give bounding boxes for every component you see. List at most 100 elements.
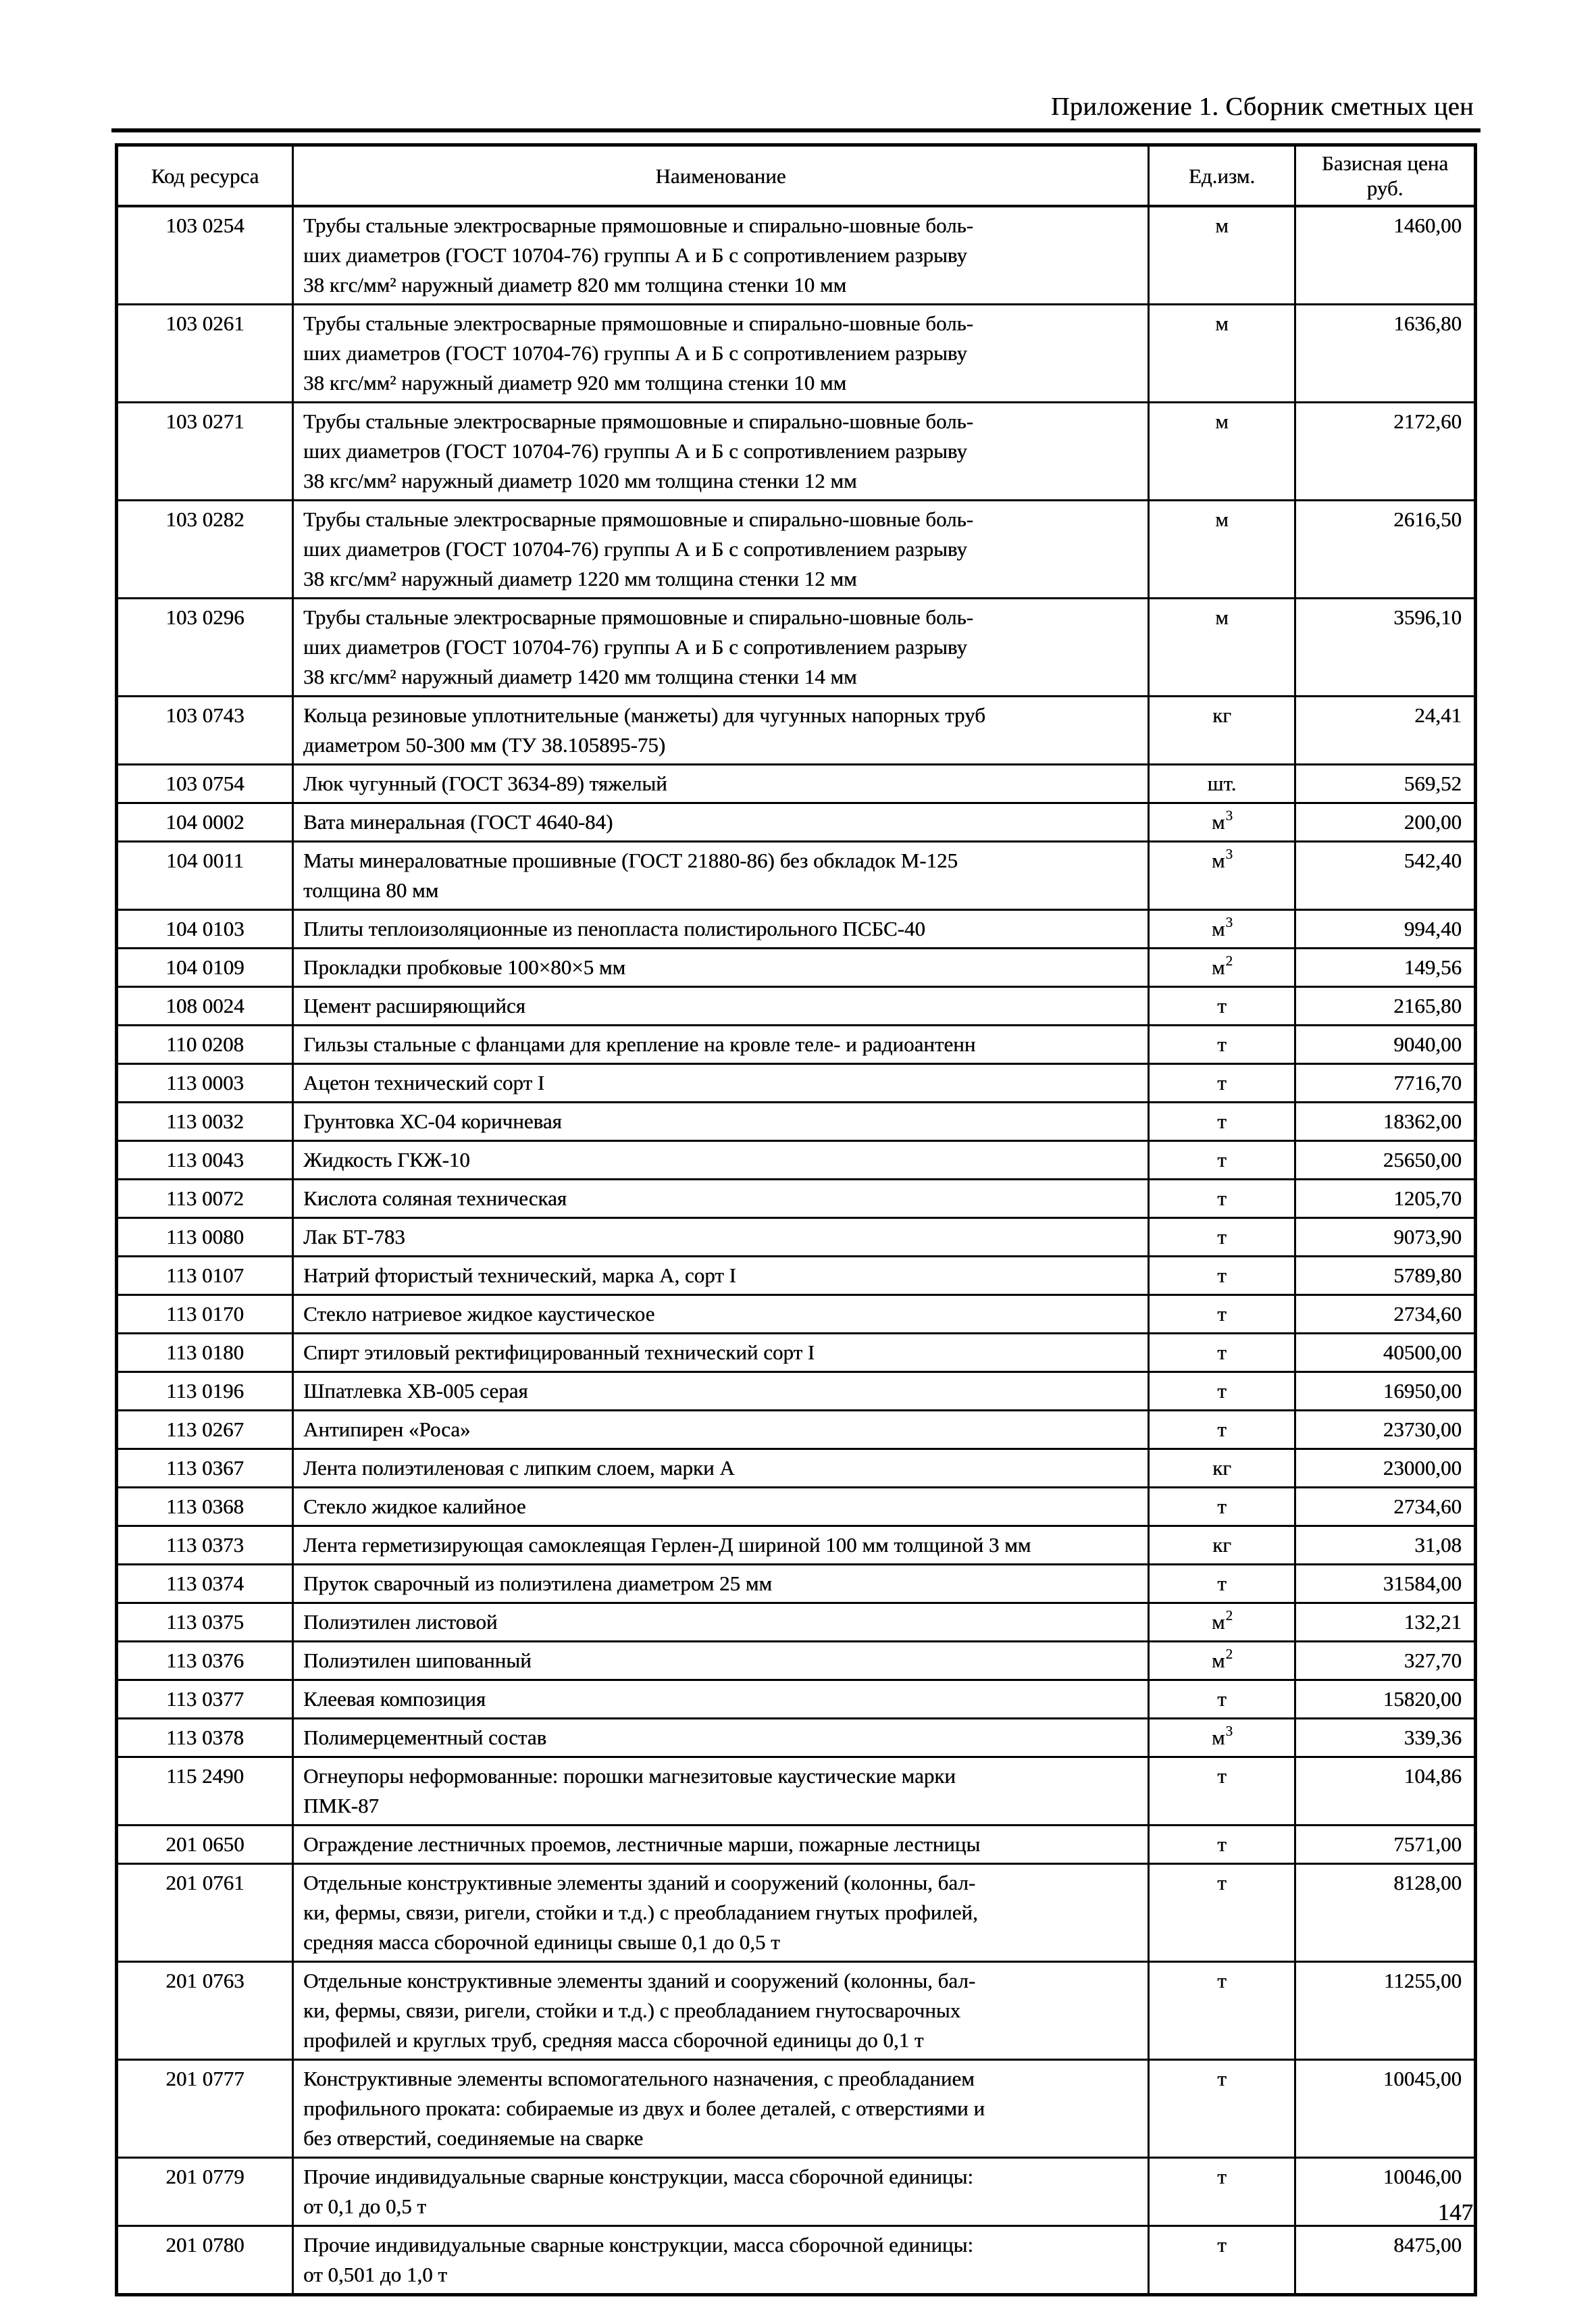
table-row: 103 0754 Люк чугунный (ГОСТ 3634-89) тяже… — [115, 763, 1476, 804]
base-price-cell: 2616,50 — [1294, 499, 1476, 599]
base-price-cell: 24,41 — [1294, 695, 1476, 765]
unit-cell: м2 — [1148, 947, 1296, 988]
resource-code-cell: 110 0208 — [115, 1024, 294, 1065]
resource-name-cell: Полиэтилен шипованный — [292, 1640, 1150, 1681]
resource-name-cell: Трубы стальные электросварные прямошовны… — [292, 597, 1150, 697]
resource-code-cell: 104 0002 — [115, 802, 294, 842]
table-row: 113 0180 Спирт этиловый ректифицированный… — [115, 1332, 1476, 1373]
resource-code-cell: 113 0267 — [115, 1409, 294, 1450]
unit-superscript: 2 — [1225, 1607, 1233, 1624]
resource-name-cell: Кислота соляная техническая — [292, 1178, 1150, 1219]
table-row: 113 0072 Кислота соляная техническая т 1205… — [115, 1178, 1476, 1219]
unit-superscript: 3 — [1225, 1722, 1233, 1739]
resource-code-cell: 113 0368 — [115, 1486, 294, 1527]
base-price-cell: 9073,90 — [1294, 1217, 1476, 1257]
resource-name-cell: Жидкость ГКЖ-10 — [292, 1140, 1150, 1180]
resource-code-cell: 104 0103 — [115, 909, 294, 949]
base-price-cell: 23730,00 — [1294, 1409, 1476, 1450]
unit-cell: кг — [1148, 695, 1296, 765]
table-row: 113 0367 Лента полиэтиленовая с липким сл… — [115, 1448, 1476, 1488]
table-row: 113 0368 Стекло жидкое калийное т 2734,60 — [115, 1486, 1476, 1527]
table-row: 113 0374 Пруток сварочный из полиэтилена … — [115, 1563, 1476, 1604]
table-row: 113 0170 Стекло натриевое жидкое каустиче… — [115, 1294, 1476, 1334]
unit-cell: кг — [1148, 1448, 1296, 1488]
unit-cell: т — [1148, 1679, 1296, 1719]
unit-cell: т — [1148, 986, 1296, 1026]
unit-cell: м3 — [1148, 802, 1296, 842]
resource-code-cell: 103 0282 — [115, 499, 294, 599]
resource-code-cell: 113 0043 — [115, 1140, 294, 1180]
unit-cell: м2 — [1148, 1640, 1296, 1681]
table-row: 110 0208 Гильзы стальные с фланцами для к… — [115, 1024, 1476, 1065]
base-price-cell: 104,86 — [1294, 1756, 1476, 1826]
unit-cell: кг — [1148, 1525, 1296, 1565]
base-price-cell: 200,00 — [1294, 802, 1476, 842]
resource-code-cell: 104 0011 — [115, 840, 294, 911]
resource-code-cell: 103 0754 — [115, 763, 294, 804]
resource-code-cell: 201 0761 — [115, 1863, 294, 1963]
base-price-cell: 8475,00 — [1294, 2225, 1476, 2296]
unit-cell: м — [1148, 205, 1296, 305]
resource-name-cell: Полиэтилен листовой — [292, 1602, 1150, 1642]
table-row: 103 0296 Трубы стальные электросварные пр… — [115, 597, 1476, 697]
resource-code-cell: 113 0375 — [115, 1602, 294, 1642]
table-row: 113 0196 Шпатлевка ХВ-005 серая т 16950,00 — [115, 1371, 1476, 1411]
resource-code-cell: 108 0024 — [115, 986, 294, 1026]
resource-name-cell: Плиты теплоизоляционные из пенопласта по… — [292, 909, 1150, 949]
base-price-cell: 2734,60 — [1294, 1486, 1476, 1527]
base-price-cell: 10046,00 — [1294, 2157, 1476, 2227]
table-header-row: Код ресурса Наименование Ед.изм. Базисна… — [115, 144, 1476, 207]
base-price-cell: 25650,00 — [1294, 1140, 1476, 1180]
table-row: 201 0777 Конструктивные элементы вспомога… — [115, 2059, 1476, 2159]
resource-name-cell: Клеевая композиция — [292, 1679, 1150, 1719]
table-row: 103 0271 Трубы стальные электросварные пр… — [115, 401, 1476, 501]
base-price-cell: 18362,00 — [1294, 1101, 1476, 1142]
resource-code-cell: 113 0378 — [115, 1717, 294, 1758]
unit-cell: м3 — [1148, 840, 1296, 911]
base-price-cell: 5789,80 — [1294, 1255, 1476, 1296]
resource-name-cell: Трубы стальные электросварные прямошовны… — [292, 499, 1150, 599]
table-row: 108 0024 Цемент расширяющийся т 2165,80 — [115, 986, 1476, 1026]
base-price-cell: 11255,00 — [1294, 1961, 1476, 2061]
resource-name-cell: Лента герметизирующая самоклеящая Герлен… — [292, 1525, 1150, 1565]
base-price-cell: 8128,00 — [1294, 1863, 1476, 1963]
resource-code-cell: 113 0107 — [115, 1255, 294, 1296]
resource-code-cell: 113 0376 — [115, 1640, 294, 1681]
base-price-cell: 542,40 — [1294, 840, 1476, 911]
base-price-cell: 31584,00 — [1294, 1563, 1476, 1604]
base-price-cell: 1636,80 — [1294, 303, 1476, 403]
unit-cell: т — [1148, 1140, 1296, 1180]
resource-code-cell: 103 0743 — [115, 695, 294, 765]
unit-cell: т — [1148, 2225, 1296, 2296]
base-price-cell: 7571,00 — [1294, 1824, 1476, 1865]
table-row: 113 0376 Полиэтилен шипованный м2 327,70 — [115, 1640, 1476, 1681]
resource-code-cell: 103 0271 — [115, 401, 294, 501]
unit-cell: т — [1148, 1024, 1296, 1065]
table-row: 113 0377 Клеевая композиция т 15820,00 — [115, 1679, 1476, 1719]
resource-name-cell: Натрий фтористый технический, марка А, с… — [292, 1255, 1150, 1296]
column-header-unit: Ед.изм. — [1148, 144, 1296, 207]
resource-name-cell: Прочие индивидуальные сварные конструкци… — [292, 2225, 1150, 2296]
unit-superscript: 3 — [1225, 845, 1233, 862]
resource-code-cell: 201 0780 — [115, 2225, 294, 2296]
resource-name-cell: Гильзы стальные с фланцами для крепление… — [292, 1024, 1150, 1065]
resource-name-cell: Шпатлевка ХВ-005 серая — [292, 1371, 1150, 1411]
unit-cell: т — [1148, 1294, 1296, 1334]
table-row: 104 0109 Прокладки пробковые 100×80×5 мм м… — [115, 947, 1476, 988]
resource-name-cell: Вата минеральная (ГОСТ 4640-84) — [292, 802, 1150, 842]
unit-cell: т — [1148, 1178, 1296, 1219]
table-row: 113 0378 Полимерцементный состав м3 339,36 — [115, 1717, 1476, 1758]
unit-cell: м — [1148, 499, 1296, 599]
base-price-cell: 569,52 — [1294, 763, 1476, 804]
resource-name-cell: Прокладки пробковые 100×80×5 мм — [292, 947, 1150, 988]
unit-cell: т — [1148, 1101, 1296, 1142]
page-header: Приложение 1. Сборник сметных цен — [0, 92, 1474, 122]
table-row: 201 0779 Прочие индивидуальные сварные ко… — [115, 2157, 1476, 2227]
unit-superscript: 2 — [1225, 1645, 1233, 1662]
price-table: Код ресурса Наименование Ед.изм. Базисна… — [115, 143, 1477, 2296]
page-number: 147 — [1437, 2199, 1474, 2225]
base-price-cell: 7716,70 — [1294, 1063, 1476, 1103]
resource-code-cell: 113 0377 — [115, 1679, 294, 1719]
